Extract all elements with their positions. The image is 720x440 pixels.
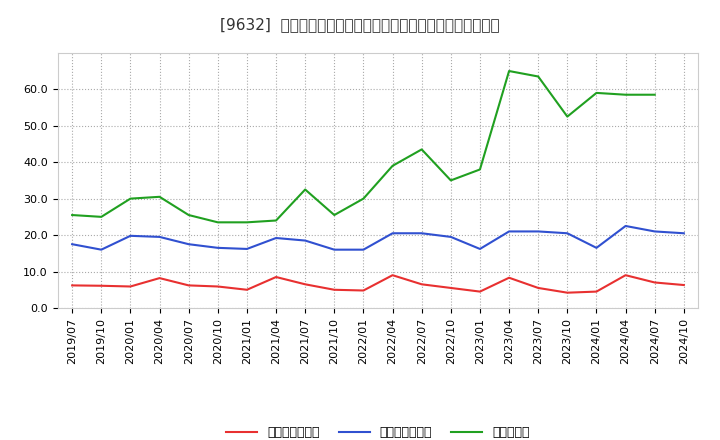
在庫回転率 [505, 68, 513, 73]
在庫回転率 [592, 90, 600, 95]
買入債務回転率 [534, 229, 543, 234]
在庫回転率 [621, 92, 630, 97]
在庫回転率 [476, 167, 485, 172]
買入債務回転率 [97, 247, 106, 252]
在庫回転率 [156, 194, 164, 199]
売上債権回転率 [505, 275, 513, 280]
買入債務回転率 [330, 247, 338, 252]
買入債務回転率 [592, 245, 600, 250]
売上債権回転率 [330, 287, 338, 293]
売上債権回転率 [418, 282, 426, 287]
買入債務回転率 [446, 234, 455, 239]
在庫回転率 [301, 187, 310, 192]
在庫回転率 [650, 92, 659, 97]
売上債権回転率 [156, 275, 164, 281]
買入債務回転率 [156, 234, 164, 239]
在庫回転率 [243, 220, 251, 225]
売上債権回転率 [563, 290, 572, 295]
売上債権回転率 [243, 287, 251, 293]
買入債務回転率 [184, 242, 193, 247]
売上債権回転率 [68, 283, 76, 288]
在庫回転率 [271, 218, 280, 223]
在庫回転率 [97, 214, 106, 220]
買入債務回転率 [271, 235, 280, 241]
買入債務回転率 [563, 231, 572, 236]
売上債権回転率 [534, 285, 543, 290]
買入債務回転率 [126, 233, 135, 238]
在庫回転率 [126, 196, 135, 201]
売上債権回転率 [184, 283, 193, 288]
売上債権回転率 [301, 282, 310, 287]
買入債務回転率 [418, 231, 426, 236]
売上債権回転率 [650, 280, 659, 285]
Line: 在庫回転率: 在庫回転率 [72, 71, 654, 222]
買入債務回転率 [301, 238, 310, 243]
売上債権回転率 [213, 284, 222, 289]
売上債権回転率 [126, 284, 135, 289]
在庫回転率 [388, 163, 397, 169]
在庫回転率 [213, 220, 222, 225]
売上債権回転率 [446, 285, 455, 290]
売上債権回転率 [359, 288, 368, 293]
売上債権回転率 [621, 272, 630, 278]
在庫回転率 [446, 178, 455, 183]
売上債権回転率 [271, 275, 280, 280]
買入債務回転率 [388, 231, 397, 236]
Line: 買入債務回転率: 買入債務回転率 [72, 226, 684, 249]
Line: 売上債権回転率: 売上債権回転率 [72, 275, 684, 293]
買入債務回転率 [476, 246, 485, 252]
買入債務回転率 [243, 246, 251, 252]
売上債権回転率 [592, 289, 600, 294]
買入債務回転率 [505, 229, 513, 234]
買入債務回転率 [680, 231, 688, 236]
買入債務回転率 [213, 245, 222, 250]
売上債権回転率 [680, 282, 688, 288]
在庫回転率 [418, 147, 426, 152]
在庫回転率 [68, 213, 76, 218]
買入債務回転率 [650, 229, 659, 234]
売上債権回転率 [97, 283, 106, 288]
買入債務回転率 [68, 242, 76, 247]
在庫回転率 [359, 196, 368, 201]
買入債務回転率 [359, 247, 368, 252]
在庫回転率 [563, 114, 572, 119]
在庫回転率 [330, 213, 338, 218]
在庫回転率 [534, 74, 543, 79]
在庫回転率 [184, 213, 193, 218]
Legend: 売上債権回転率, 買入債務回転率, 在庫回転率: 売上債権回転率, 買入債務回転率, 在庫回転率 [221, 422, 535, 440]
売上債権回転率 [476, 289, 485, 294]
買入債務回転率 [621, 224, 630, 229]
Text: [9632]  売上債権回転率、買入債務回転率、在庫回転率の推移: [9632] 売上債権回転率、買入債務回転率、在庫回転率の推移 [220, 18, 500, 33]
売上債権回転率 [388, 272, 397, 278]
